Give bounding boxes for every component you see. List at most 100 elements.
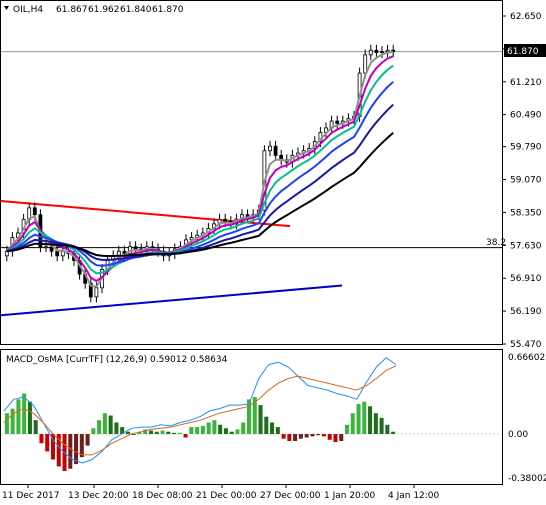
candle-body: [94, 287, 99, 298]
candle-body: [368, 49, 373, 56]
candle-body: [44, 246, 48, 249]
macd-histogram-bar: [120, 427, 125, 435]
macd-histogram-bar: [97, 420, 102, 435]
macd-histogram-bar: [310, 434, 315, 437]
ma-magenta-line: [6, 55, 394, 283]
macd-histogram-bar: [252, 397, 257, 435]
macd-histogram-bar: [74, 434, 79, 465]
macd-histogram-bar: [131, 434, 136, 436]
macd-histogram-bar: [241, 422, 246, 435]
candle-body: [88, 282, 93, 298]
macd-histogram-bar: [50, 434, 56, 460]
macd-histogram-bar: [287, 434, 292, 441]
ma-teal-line: [6, 64, 394, 275]
macd-histogram-bar: [339, 434, 344, 441]
macd-histogram-bar: [10, 408, 15, 435]
macd-histogram-bar: [183, 434, 188, 438]
price-tick-label: 59.070: [510, 176, 542, 186]
price-tick-label: 61.210: [510, 78, 542, 88]
macd-histogram-bar: [327, 434, 332, 440]
macd-title: MACD_OsMA [CurrTF] (12,26,9) 0.59012 0.5…: [6, 355, 228, 365]
macd-histogram-bar: [125, 431, 130, 435]
macd-tick-label: 0.00: [508, 430, 528, 440]
macd-histogram-bar: [189, 427, 194, 435]
macd-histogram-bar: [368, 406, 373, 435]
price-tick-label: 57.630: [510, 241, 542, 251]
price-panel-frame: [0, 0, 503, 345]
ohlc-open: 61.867: [56, 5, 88, 15]
macd-histogram-bar: [316, 434, 321, 436]
macd-histogram-bar: [379, 417, 384, 435]
candle-body: [49, 246, 54, 252]
macd-histogram-bar: [333, 434, 338, 443]
macd-histogram-bar: [385, 424, 390, 435]
time-tick-label: 18 Dec 08:00: [132, 491, 193, 501]
macd-histogram-bar: [206, 422, 211, 435]
ma-gray-line: [6, 51, 394, 288]
candle-body: [133, 246, 138, 250]
macd-histogram-bar: [68, 434, 73, 469]
macd-histogram-bar: [172, 432, 177, 435]
price-tick-label: 62.650: [510, 12, 542, 22]
macd-histogram-bar: [246, 399, 252, 435]
candle-body: [380, 51, 384, 54]
price-plot: [0, 44, 502, 317]
macd-histogram-bar: [27, 401, 32, 435]
ohlc-high: 61.962: [88, 5, 120, 15]
macd-histogram-bar: [45, 434, 50, 452]
ohlc-close: 61.870: [152, 5, 184, 15]
candle-body: [391, 49, 396, 53]
price-tick-label: 55.470: [510, 340, 542, 350]
price-tick-label: 56.190: [510, 307, 542, 317]
macd-histogram-bar: [321, 434, 326, 437]
macd-histogram-bar: [275, 427, 280, 435]
macd-plot: [1, 357, 502, 472]
fib-level-label: 38.2: [486, 238, 506, 248]
macd-histogram-bar: [356, 403, 361, 435]
ohlc-low: 61.840: [120, 5, 152, 15]
macd-histogram-bar: [56, 434, 61, 467]
current-price-badge: [504, 44, 546, 57]
macd-histogram-bar: [4, 413, 9, 435]
candle-body: [273, 145, 278, 156]
macd-histogram-bar: [229, 431, 234, 435]
macd-histogram-bar: [16, 399, 21, 435]
macd-histogram-bar: [391, 431, 396, 435]
time-tick-label: 11 Dec 2017: [2, 491, 60, 501]
ma-black-line: [6, 132, 394, 258]
macd-histogram-bar: [362, 401, 367, 435]
macd-histogram-bar: [195, 427, 200, 435]
macd-histogram-bar: [304, 434, 309, 438]
price-tick-label: 58.350: [510, 208, 542, 218]
symbol-triangle-icon: [4, 6, 9, 10]
macd-histogram-bar: [177, 432, 182, 435]
macd-histogram-bar: [298, 434, 303, 439]
macd-histogram-bar: [235, 429, 240, 435]
macd-histogram-bar: [108, 415, 113, 435]
current-price-label: 61.870: [507, 47, 539, 57]
macd-histogram-bar: [33, 420, 38, 435]
candle-body: [374, 49, 379, 53]
macd-histogram-bar: [102, 413, 107, 435]
macd-histogram-bar: [22, 393, 27, 435]
macd-histogram-bar: [154, 431, 159, 435]
macd-histogram-bar: [166, 431, 171, 435]
macd-histogram-bar: [281, 434, 286, 439]
macd-histogram-bar: [258, 405, 263, 435]
time-tick-label: 1 Jan 20:00: [324, 491, 376, 501]
macd-histogram-bar: [223, 428, 228, 435]
time-tick-label: 13 Dec 20:00: [68, 491, 129, 501]
macd-histogram-bar: [212, 420, 217, 435]
macd-histogram-bar: [373, 413, 378, 435]
candle-body: [189, 237, 194, 241]
macd-line: [3, 357, 397, 464]
macd-histogram-bar: [85, 434, 90, 446]
macd-histogram-bar: [148, 430, 154, 435]
macd-histogram-bar: [79, 434, 84, 458]
macd-histogram-bar: [218, 424, 223, 435]
price-tick-label: 60.490: [510, 111, 542, 121]
macd-tick-label: 0.66602: [508, 353, 545, 363]
price-tick-label: 59.790: [510, 143, 542, 153]
blue-trendline: [0, 284, 343, 317]
